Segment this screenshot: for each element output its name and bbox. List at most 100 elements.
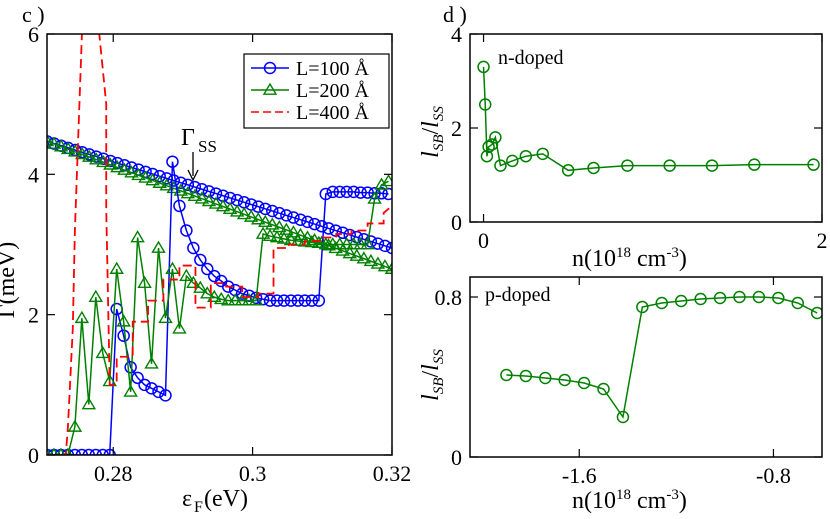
c-s0-point-l-100- [138, 378, 151, 392]
c-s0-point-l-100- [103, 448, 116, 455]
c-s0-series-line-l-100- [47, 161, 389, 455]
c-ref-b-point-gamma-ss-green [335, 243, 350, 256]
c-ref-a-point-gamma-ss-blue [90, 150, 103, 163]
d-bottom-x-tail: ) [679, 488, 687, 514]
c-ref-a-point-gamma-ss-blue [195, 182, 209, 196]
c-ref-b-point-gamma-ss-green [173, 183, 188, 196]
c-s0-point-l-100- [312, 294, 326, 307]
c-s0-point-l-100- [187, 241, 200, 255]
d1-s0-point-n-doped [489, 131, 502, 144]
d2-s0-point-p-doped [539, 371, 552, 385]
d-bottom-y-sub1: SB [431, 378, 447, 395]
d2-x-tick-label: -0.8 [756, 463, 791, 488]
c-s1-point-l-200- [374, 177, 389, 190]
d-top-y-l2: l [418, 121, 444, 128]
d1-s0-point-n-doped [663, 159, 676, 172]
c-s0-point-l-100- [131, 371, 144, 385]
d-bottom-y-l2: l [418, 364, 444, 371]
c-y-tick-label: 0 [28, 443, 39, 468]
d-top-x-label: n(1018 cm-3) [572, 245, 687, 272]
d-bottom-x-mid: cm [631, 488, 667, 514]
c-x-tick-label: 0.32 [373, 461, 412, 486]
c-ref-b-point-gamma-ss-green [82, 149, 97, 162]
c-ref-b-point-gamma-ss-green [152, 175, 167, 188]
d-bottom-y-slash: / [418, 371, 444, 378]
c-s1-point-l-200- [74, 310, 90, 324]
c-s1-point-l-200- [234, 293, 250, 306]
c-ref-b-point-gamma-ss-green [349, 248, 365, 261]
c-ref-a-point-gamma-ss-blue [343, 228, 357, 242]
d1-s0-point-n-doped [494, 159, 507, 172]
c-ref-b-point-gamma-ss-green [279, 222, 294, 235]
d1-s0-point-n-doped [807, 158, 820, 171]
c-s0-point-l-100- [96, 448, 110, 455]
c-ref-b-point-gamma-ss-green [272, 219, 287, 233]
d2-plot-frame [469, 276, 823, 458]
c-ref-b-point-gamma-ss-green [180, 186, 196, 199]
d1-s0-point-n-doped [485, 138, 499, 151]
c-ref-a-point-gamma-ss-blue [111, 156, 124, 170]
c-s0-point-l-100- [256, 292, 270, 306]
c-ref-b-point-gamma-ss-green [342, 246, 357, 259]
d-bottom-x-sup1: 18 [616, 487, 631, 503]
c-s1-series-line-l-200- [47, 180, 389, 455]
c-ref-a-point-gamma-ss-blue [308, 217, 321, 231]
c-ref-b-point-gamma-ss-green [363, 253, 379, 267]
c-ref-b-point-gamma-ss-green [243, 209, 259, 222]
c-ref-b-point-gamma-ss-green [208, 196, 224, 209]
c-ref-b-point-gamma-ss-green [110, 160, 125, 173]
c-s1-point-l-200- [255, 226, 271, 239]
c-s0-point-l-100- [270, 294, 284, 307]
d-top-x-sup2: -3 [666, 245, 679, 261]
c-s0-point-l-100- [194, 253, 207, 267]
c-ref-b-point-gamma-ss-green [236, 206, 252, 220]
d2-s0-point-p-doped [791, 296, 804, 310]
c-s0-point-l-100- [375, 187, 388, 200]
c-s1-point-l-200- [276, 231, 292, 244]
c-s0-point-l-100- [347, 185, 360, 199]
c-s1-point-l-200- [137, 275, 152, 288]
c-s0-point-l-100- [117, 329, 130, 342]
d1-s0-point-n-doped [536, 147, 550, 161]
n-doped-label: n-doped [498, 47, 564, 69]
c-s1-point-l-200- [311, 235, 327, 248]
svg-text:lSB/lSS: lSB/lSS [418, 106, 447, 158]
c-ref-b-point-gamma-ss-green [215, 199, 231, 212]
c-s1-point-l-200- [88, 289, 104, 303]
d2-s0-point-p-doped [810, 306, 822, 320]
c-s1-point-l-200- [325, 237, 340, 250]
c-ref-b-point-gamma-ss-green [258, 214, 273, 228]
d2-s0-point-p-doped [733, 290, 746, 304]
c-s1-point-l-200- [367, 191, 382, 204]
d-top-y-l1: l [418, 151, 444, 158]
d2-s0-point-p-doped [752, 290, 766, 304]
c-ref-b-point-gamma-ss-green [103, 157, 118, 170]
c-ref-a-point-gamma-ss-blue [266, 204, 279, 218]
c-ref-b-point-gamma-ss-green [286, 225, 301, 238]
c-s0-point-l-100- [263, 294, 277, 307]
c-ref-a-point-gamma-ss-blue [378, 239, 392, 253]
c-ref-b-point-gamma-ss-green [187, 188, 203, 201]
d1-y-tick-label: 0 [451, 210, 462, 235]
gamma-ss-text: Γ [181, 125, 195, 151]
c-s0-point-l-100- [361, 186, 374, 199]
x-axis-label-tail: (eV) [204, 486, 248, 512]
c-y-tick-label: 4 [28, 162, 39, 187]
d1-s0-point-n-doped [478, 98, 492, 111]
gamma-ss-annotation: Γ SS [181, 125, 217, 182]
d-top-x-sup1: 18 [616, 245, 631, 261]
c-s1-point-l-200- [186, 275, 201, 288]
c-s0-point-l-100- [326, 185, 340, 199]
d1-s0-point-n-doped [480, 149, 494, 163]
c-s1-point-l-200- [318, 237, 334, 250]
c-s1-point-l-200- [248, 293, 264, 306]
c-s1-point-l-200- [360, 237, 375, 250]
d2-s0-point-p-doped [694, 292, 707, 306]
d-top-y-sub2: SS [431, 106, 447, 122]
d-top-x-tail: ) [679, 246, 687, 272]
c-ref-a-point-gamma-ss-blue [385, 241, 392, 255]
d2-s0-point-p-doped [500, 368, 513, 382]
c-ref-a-point-gamma-ss-blue [167, 174, 180, 187]
